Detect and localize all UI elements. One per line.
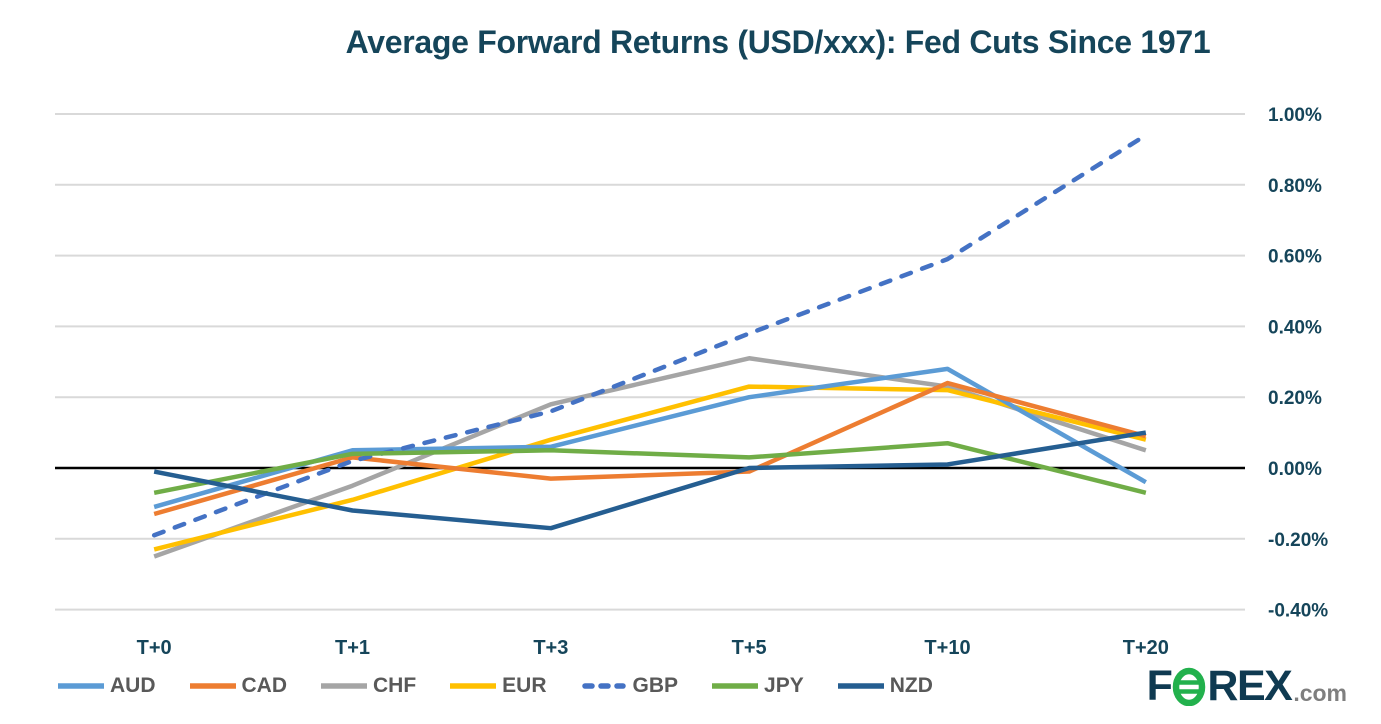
y-axis-label: 0.20% [1268,388,1322,409]
legend-swatch-JPY [712,683,759,689]
series-line-EUR [153,384,1147,552]
series-line-JPY [153,440,1147,495]
legend-label-JPY: JPY [764,674,804,697]
logo-text-f: F [1146,662,1173,710]
legend-label-CHF: CHF [373,674,417,697]
x-axis-label: T+3 [533,637,568,659]
legend-item-AUD: AUD [58,674,156,698]
x-axis-label: T+10 [924,637,970,659]
y-axis-label: 1.00% [1268,105,1322,126]
legend-swatch-CHF [321,683,367,689]
y-axis-label: 0.60% [1268,247,1322,268]
chart-title: Average Forward Returns (USD/xxx): Fed C… [345,24,1211,60]
y-axis-label: 0.40% [1268,317,1322,338]
legend-item-JPY: JPY [712,674,804,698]
legend-label-AUD: AUD [110,674,156,697]
legend-item-GBP: GBP [581,674,679,698]
legend-label-EUR: EUR [502,674,547,697]
forex-o-icon [1173,667,1206,706]
legend-label-CAD: CAD [241,674,288,697]
y-axis-label: 0.80% [1268,176,1322,197]
series-line-CAD [153,380,1147,517]
chart-legend: AUD CAD CHF EUR GBP JPY NZD [58,674,933,698]
logo-text-com: .com [1293,680,1347,706]
logo-text-rex: REX [1207,662,1292,710]
x-axis-label: T+20 [1123,637,1169,659]
legend-swatch-CAD [189,683,236,689]
legend-swatch-GBP [581,683,626,689]
y-axis-label: -0.40% [1268,601,1328,622]
legend-item-CHF: CHF [321,674,416,698]
y-axis-label: -0.20% [1268,530,1328,551]
legend-swatch-NZD [837,683,884,689]
x-axis-label: T+5 [732,637,767,659]
legend-item-NZD: NZD [837,674,933,698]
y-axis-label: 0.00% [1268,459,1322,480]
legend-swatch-AUD [58,683,104,689]
legend-item-EUR: EUR [450,674,547,698]
series-line-AUD [153,366,1147,510]
series-line-GBP [151,132,1149,538]
legend-label-NZD: NZD [889,674,933,697]
x-axis-label: T+0 [137,637,172,659]
legend-item-CAD: CAD [189,674,288,698]
legend-label-GBP: GBP [632,674,679,697]
series-line-NZD [153,430,1147,531]
x-axis-label: T+1 [335,637,370,659]
legend-swatch-EUR [450,683,497,689]
forex-com-logo: F REX .com [1146,662,1347,710]
